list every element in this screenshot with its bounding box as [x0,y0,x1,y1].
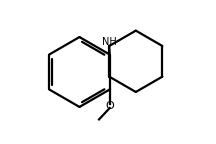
Text: O: O [105,101,114,111]
Text: NH: NH [102,37,117,47]
